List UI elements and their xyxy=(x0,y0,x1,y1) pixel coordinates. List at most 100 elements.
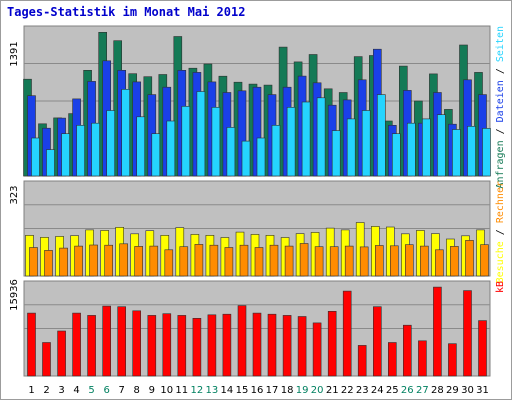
day-label-4: 4 xyxy=(73,385,79,396)
day-label-27: 27 xyxy=(416,385,429,396)
bar-kb-day-7 xyxy=(117,306,126,377)
day-label-6: 6 xyxy=(104,385,110,396)
legend-separator: / xyxy=(495,62,506,80)
bar-rechner-day-4 xyxy=(74,245,83,277)
panel-max-label: 323 xyxy=(9,185,20,204)
bar-rechner-day-22 xyxy=(344,245,354,277)
day-label-11: 11 xyxy=(175,385,188,396)
bar-seiten-day-12 xyxy=(196,91,206,177)
legend-separator: / xyxy=(495,223,506,241)
bar-rechner-day-11 xyxy=(179,246,189,277)
legend-dateien: Dateien xyxy=(495,80,506,122)
day-label-13: 13 xyxy=(206,385,219,396)
panel-legend: kB xyxy=(495,281,506,293)
day-label-24: 24 xyxy=(371,385,384,396)
bar-kb-day-16 xyxy=(252,312,262,377)
bar-rechner-day-8 xyxy=(134,246,143,277)
legend-kb: kB xyxy=(495,281,506,293)
bar-rechner-day-17 xyxy=(269,244,279,277)
bar-rechner-day-31 xyxy=(480,244,489,277)
bar-kb-day-20 xyxy=(312,322,322,377)
bar-kb-day-19 xyxy=(297,316,307,377)
day-label-25: 25 xyxy=(386,385,399,396)
bar-kb-day-23 xyxy=(357,345,367,377)
bar-seiten-day-28 xyxy=(437,114,446,177)
bar-rechner-day-9 xyxy=(149,245,159,277)
bar-seiten-day-9 xyxy=(151,133,161,177)
bar-rechner-day-3 xyxy=(59,247,68,277)
day-label-22: 22 xyxy=(341,385,354,396)
day-label-7: 7 xyxy=(119,385,125,396)
bar-seiten-day-22 xyxy=(346,118,356,177)
bar-seiten-day-10 xyxy=(166,120,176,177)
day-label-1: 1 xyxy=(28,385,34,396)
bar-rechner-day-21 xyxy=(329,246,339,277)
bar-rechner-day-28 xyxy=(435,249,444,277)
bar-seiten-day-21 xyxy=(331,130,341,177)
bar-rechner-day-7 xyxy=(119,243,128,277)
bar-rechner-day-20 xyxy=(314,246,324,277)
bar-seiten-day-11 xyxy=(181,106,191,177)
day-label-30: 30 xyxy=(461,385,474,396)
bar-kb-day-1 xyxy=(27,312,36,377)
bar-seiten-day-26 xyxy=(406,122,416,177)
bar-kb-day-31 xyxy=(478,320,487,377)
legend-besuche: Besuche xyxy=(495,241,506,283)
bar-kb-day-11 xyxy=(177,315,187,377)
bar-rechner-day-12 xyxy=(194,244,204,277)
day-label-12: 12 xyxy=(191,385,204,396)
bar-kb-day-28 xyxy=(433,286,442,377)
bar-rechner-day-6 xyxy=(104,244,113,277)
panel-legend-text: kB xyxy=(495,281,506,293)
panel-visits: 323 Besuche / Rechner xyxy=(9,180,506,283)
bar-rechner-day-19 xyxy=(299,243,309,277)
bar-rechner-day-23 xyxy=(359,246,369,277)
bar-seiten-day-13 xyxy=(211,107,221,177)
day-label-20: 20 xyxy=(311,385,324,396)
bar-kb-day-9 xyxy=(147,315,157,377)
bar-seiten-day-20 xyxy=(316,97,326,177)
bar-kb-day-15 xyxy=(237,305,247,377)
day-label-21: 21 xyxy=(326,385,339,396)
chart-panels: 1391 Anfragen / Dateien / Seiten 323 Besuch… xyxy=(9,25,506,377)
bar-seiten-day-3 xyxy=(61,133,70,177)
bar-rechner-day-26 xyxy=(404,244,414,277)
day-label-2: 2 xyxy=(43,385,49,396)
bar-seiten-day-31 xyxy=(482,128,491,177)
bar-kb-day-29 xyxy=(448,343,457,377)
panel-requests: 1391 Anfragen / Dateien / Seiten xyxy=(9,25,506,189)
bar-kb-day-3 xyxy=(57,330,66,377)
bar-seiten-day-30 xyxy=(467,126,476,177)
panel-max-label: 1391 xyxy=(9,41,20,66)
bar-seiten-day-5 xyxy=(91,122,100,177)
bar-rechner-day-25 xyxy=(389,245,399,277)
panel-legend-text: Anfragen / Dateien / Seiten xyxy=(495,26,506,189)
bar-seiten-day-23 xyxy=(361,110,371,177)
chart-title: Tages-Statistik im Monat Mai 2012 xyxy=(7,5,245,19)
day-label-5: 5 xyxy=(88,385,94,396)
day-label-18: 18 xyxy=(281,385,294,396)
bar-seiten-day-2 xyxy=(46,149,55,177)
bar-kb-day-2 xyxy=(42,342,51,377)
bar-rechner-day-29 xyxy=(450,246,459,277)
bar-rechner-day-1 xyxy=(29,247,38,277)
bar-seiten-day-25 xyxy=(391,133,401,177)
bar-rechner-day-24 xyxy=(374,245,384,277)
legend-seiten: Seiten xyxy=(495,26,506,62)
bar-kb-day-12 xyxy=(192,317,202,377)
day-label-23: 23 xyxy=(356,385,369,396)
day-label-3: 3 xyxy=(58,385,64,396)
bar-rechner-day-16 xyxy=(254,247,264,277)
legend-rechner: Rechner xyxy=(495,181,506,223)
legend-anfragen: Anfragen xyxy=(495,140,506,188)
bar-kb-day-13 xyxy=(207,314,217,377)
bar-kb-day-18 xyxy=(282,315,292,377)
bar-rechner-day-2 xyxy=(44,250,53,277)
day-label-29: 29 xyxy=(446,385,459,396)
bar-kb-day-5 xyxy=(87,315,96,377)
bar-kb-day-17 xyxy=(267,313,277,377)
bar-rechner-day-10 xyxy=(164,249,174,277)
bar-kb-day-21 xyxy=(327,310,337,377)
bar-rechner-day-15 xyxy=(239,244,249,277)
